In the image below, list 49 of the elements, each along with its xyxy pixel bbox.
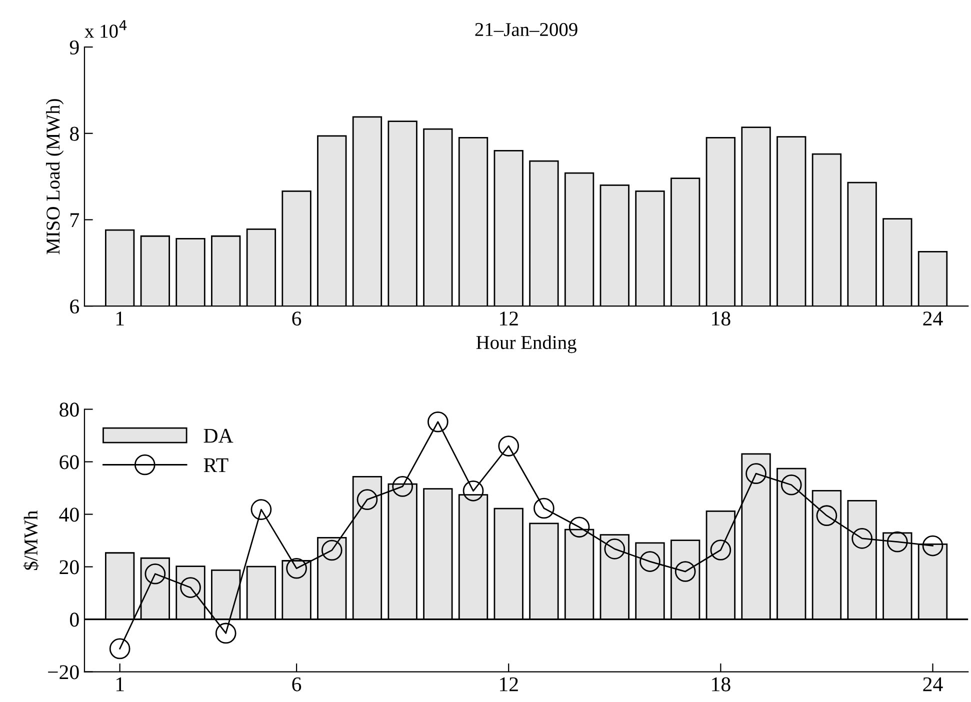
point xyxy=(604,538,626,560)
point xyxy=(250,499,272,520)
point xyxy=(568,516,590,538)
point xyxy=(746,463,766,484)
y-tick-label: 80 xyxy=(60,402,79,417)
y-tick-label: 6 xyxy=(70,300,79,314)
x-tick-label: 12 xyxy=(500,312,518,326)
point xyxy=(640,551,660,572)
x-tick-label: 18 xyxy=(712,677,730,692)
point xyxy=(109,638,130,660)
point xyxy=(321,540,342,561)
x-tick-label: 24 xyxy=(923,312,943,326)
x-tick-label: 6 xyxy=(292,312,302,326)
x-tick-label: 1 xyxy=(116,677,124,692)
point xyxy=(852,528,872,549)
point xyxy=(780,474,802,496)
y-tick-label: 20 xyxy=(60,560,79,574)
x-tick-label: 12 xyxy=(500,677,518,692)
legend-label: RT xyxy=(204,458,228,472)
y-axis-title: MISO Load (MWh) xyxy=(46,99,64,254)
y-tick-label: 60 xyxy=(60,455,79,470)
text: x 10$^{4}$ xyxy=(84,20,127,38)
x-tick-label: 24 xyxy=(923,677,943,692)
point xyxy=(534,498,554,519)
y-tick-label: −20 xyxy=(48,665,79,680)
point xyxy=(710,540,732,560)
point xyxy=(462,480,484,502)
x-tick-label: 1 xyxy=(116,312,124,326)
x-tick-label: 6 xyxy=(292,677,302,692)
y-axis-title: $/MWh xyxy=(23,510,39,570)
legend-label: DA xyxy=(204,428,234,443)
point xyxy=(144,563,166,584)
point xyxy=(498,436,520,456)
y-tick-label: 9 xyxy=(70,40,79,54)
y-tick-label: 40 xyxy=(59,508,79,522)
point xyxy=(215,622,236,644)
chart-title: 21–Jan–2009 xyxy=(475,22,578,36)
point xyxy=(428,411,448,432)
point xyxy=(922,535,944,556)
x-axis-title: Hour Ending xyxy=(476,335,576,354)
point xyxy=(286,558,307,579)
point xyxy=(392,476,413,497)
point xyxy=(886,531,908,552)
y-tick-label: 7 xyxy=(70,213,80,227)
point xyxy=(356,489,378,510)
y-tick-label: 0 xyxy=(70,612,79,627)
y-tick-label: 8 xyxy=(70,126,79,141)
point xyxy=(816,505,838,526)
x-tick-label: 18 xyxy=(712,312,730,326)
